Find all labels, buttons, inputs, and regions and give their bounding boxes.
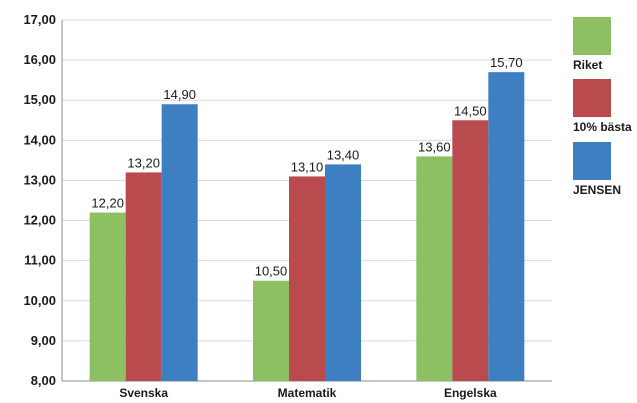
data-label: 12,20 (91, 196, 124, 211)
y-tick-label: 12,00 (23, 213, 56, 228)
category-label: Svenska (119, 386, 168, 400)
y-tick-label: 10,00 (23, 293, 56, 308)
labels-layer: 8,00 9,00 10,00 11,00 12,00 13,00 14,00 15,00 16… (23, 12, 522, 400)
bar-10-b-sta-svenska (125, 172, 162, 381)
data-label: 13,60 (418, 139, 451, 154)
data-label: 14,50 (454, 103, 487, 118)
bar-jensen-svenska (161, 104, 198, 381)
legend-swatch (573, 17, 611, 55)
y-tick-label: 14,00 (23, 132, 56, 147)
y-tick-label: 17,00 (23, 12, 56, 27)
y-tick-label: 15,00 (23, 92, 56, 107)
bar-jensen-engelska (488, 72, 525, 382)
bar-10-b-sta-matematik (289, 176, 325, 381)
category-label: Matematik (278, 386, 337, 400)
legend-label: 10% bästa (573, 120, 632, 134)
bar-riket-matematik (253, 280, 289, 381)
data-label: 13,20 (127, 155, 160, 170)
data-label: 14,90 (163, 87, 196, 102)
bar-10-b-sta-engelska (452, 120, 489, 382)
bar-jensen-matematik (325, 164, 361, 381)
y-tick-label: 9,00 (31, 333, 56, 348)
data-label: 13,10 (291, 159, 324, 174)
y-tick-label: 8,00 (31, 373, 56, 388)
bar-riket-engelska (416, 156, 453, 381)
y-tick-label: 16,00 (23, 52, 56, 67)
y-tick-label: 13,00 (23, 172, 56, 187)
data-label: 15,70 (490, 55, 523, 70)
legend-label: Riket (573, 58, 602, 72)
legend-swatch (573, 142, 611, 180)
legend-label: JENSEN (573, 183, 621, 197)
legend-swatch (573, 79, 611, 117)
bar-riket-svenska (89, 212, 126, 381)
data-label: 10,50 (255, 264, 288, 279)
y-tick-label: 11,00 (24, 253, 56, 268)
category-label: Engelska (444, 386, 497, 400)
bars-layer (89, 72, 525, 382)
data-label: 13,40 (327, 147, 360, 162)
legend: Riket 10% bästa JENSEN (573, 17, 632, 197)
